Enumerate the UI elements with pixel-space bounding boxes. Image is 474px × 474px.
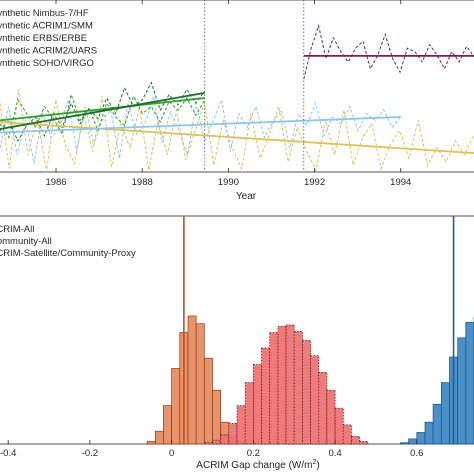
hist-bar-acrim-all	[408, 438, 418, 445]
bottom-panel: -0.4 -0.2 0 0.2 0.4 0.6 ACRIM Gap change (W/m…	[0, 215, 474, 471]
hist-bar-acrim-all	[400, 442, 409, 445]
series-acrim1-trend	[0, 91, 205, 130]
top-x-axis-label: Year	[236, 191, 257, 202]
top-x-tick-label: 1990	[218, 177, 239, 188]
bottom-legend: ACRIM-All Community-All ACRIM-Satellite/…	[0, 224, 136, 259]
top-legend-item-3: Synthetic ERBS/ERBE	[0, 33, 87, 44]
hist-bar-acrim-all	[457, 337, 467, 445]
bottom-legend-item-1: ACRIM-All	[0, 224, 34, 235]
top-legend-item-2: Synthetic ACRIM1/SMM	[0, 21, 93, 32]
hist-bar-community-all	[187, 315, 197, 445]
hist-bar-acrim-satellite-community-proxy	[342, 424, 352, 445]
hist-bar-community-all	[163, 405, 172, 445]
bottom-x-tick-label: -0.4	[0, 448, 16, 459]
bottom-x-axis: -0.4 -0.2 0 0.2 0.4 0.6	[0, 440, 423, 459]
bottom-x-tick-label: 0	[169, 448, 174, 459]
hist-bar-acrim-satellite-community-proxy	[310, 355, 320, 445]
hist-bar-acrim-satellite-community-proxy	[212, 439, 222, 445]
bottom-x-tick-label: -0.2	[82, 448, 98, 459]
hist-bar-community-all	[195, 323, 205, 445]
series-acrim1-line	[0, 81, 206, 143]
series-erbs-trend	[0, 116, 401, 134]
bottom-x-axis-label: ACRIM Gap change (W/m2)	[196, 459, 319, 471]
hist-bar-acrim-satellite-community-proxy	[318, 371, 328, 445]
top-x-tick-label: 1992	[304, 177, 325, 188]
top-legend-item-4: Synthetic ACRIM2/UARS	[0, 46, 97, 57]
bottom-x-tick-label: 0.4	[328, 448, 341, 459]
hist-bar-acrim-satellite-community-proxy	[293, 331, 303, 445]
bottom-legend-item-3: ACRIM-Satellite/Community-Proxy	[0, 248, 136, 259]
top-x-tick-label: 1988	[132, 177, 153, 188]
hist-bar-acrim-all	[416, 432, 426, 445]
top-panel: 1986 1988 1990 1992 1994 Year Synthetic Nimb…	[0, 0, 474, 202]
hist-bar-acrim-all	[465, 322, 474, 445]
top-x-axis: 1986 1988 1990 1992 1994	[45, 0, 411, 188]
hist-bar-acrim-all	[424, 421, 434, 445]
hist-bar-acrim-satellite-community-proxy	[244, 382, 254, 445]
series-nimbus-trend	[0, 97, 205, 122]
bottom-legend-item-2: Community-All	[0, 236, 52, 247]
series-virgo-trend	[0, 121, 474, 154]
series-erbs-line	[0, 96, 402, 164]
hist-bar-community-all	[146, 441, 156, 445]
top-legend: Synthetic Nimbus-7/HF Synthetic ACRIM1/S…	[0, 8, 97, 69]
top-x-tick-label: 1994	[390, 177, 411, 188]
hist-bar-acrim-satellite-community-proxy	[359, 441, 369, 445]
hist-bar-acrim-satellite-community-proxy	[203, 442, 213, 445]
hist-bar-acrim-all	[432, 403, 442, 445]
hist-bar-community-all	[171, 368, 181, 445]
hist-bar-acrim-satellite-community-proxy	[334, 407, 344, 445]
hist-bar-acrim-satellite-community-proxy	[252, 364, 262, 445]
hist-bar-acrim-all	[440, 382, 450, 445]
hist-bar-acrim-satellite-community-proxy	[326, 389, 336, 445]
hist-bar-acrim-satellite-community-proxy	[220, 434, 230, 445]
top-legend-item-5: Synthetic SOHO/VIRGO	[0, 58, 94, 69]
hist-bar-acrim-satellite-community-proxy	[277, 325, 287, 445]
hist-bar-acrim-satellite-community-proxy	[261, 347, 271, 445]
series-acrim2-line	[303, 23, 474, 80]
top-legend-item-1: Synthetic Nimbus-7/HF	[0, 8, 89, 19]
series-virgo-line	[0, 89, 474, 173]
hist-bar-acrim-satellite-community-proxy	[302, 339, 311, 445]
top-x-tick-label: 1986	[45, 177, 66, 188]
hist-bar-acrim-satellite-community-proxy	[236, 405, 246, 445]
hist-bar-acrim-satellite-community-proxy	[285, 324, 295, 445]
top-period-dividers	[204, 0, 305, 172]
bottom-x-tick-label: 0.6	[410, 448, 423, 459]
top-plot-frame	[0, 0, 474, 173]
hist-bar-acrim-satellite-community-proxy	[228, 423, 238, 445]
hist-bar-community-all	[154, 430, 164, 445]
hist-bar-acrim-satellite-community-proxy	[269, 332, 279, 445]
top-series-group	[0, 23, 474, 173]
hist-bar-community-all	[203, 357, 213, 445]
hist-bar-community-all	[212, 389, 222, 445]
bottom-x-tick-label: 0.2	[247, 448, 260, 459]
hist-bar-acrim-satellite-community-proxy	[351, 435, 360, 445]
histogram-group	[146, 216, 474, 445]
